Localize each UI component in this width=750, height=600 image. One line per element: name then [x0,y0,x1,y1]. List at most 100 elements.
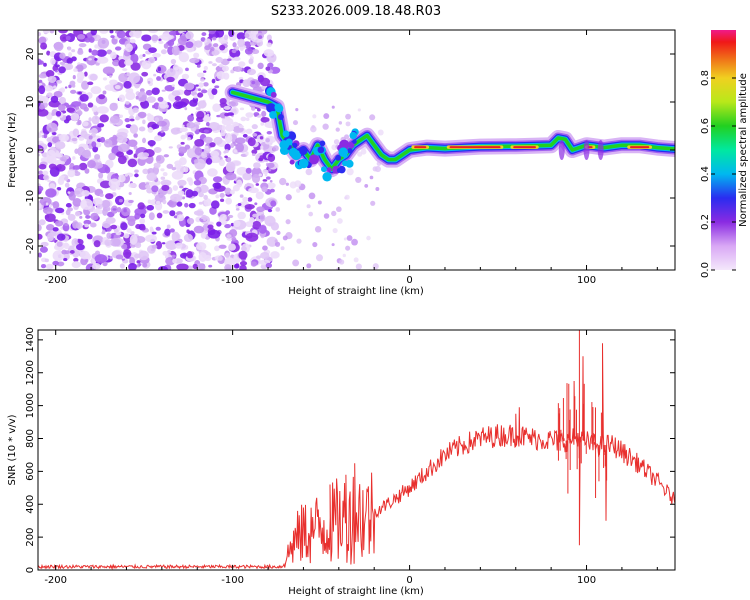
noise-blob [219,97,227,105]
noise-blob [109,255,113,260]
noise-blob [232,42,237,48]
noise-blob [208,221,214,226]
noise-blob [265,176,271,180]
noise-blob [56,233,66,241]
noise-blob [238,61,246,68]
noise-blob [110,224,118,230]
noise-blob [80,130,88,138]
noise-blob [168,30,177,36]
colorbar-tick-label: 0.0 [700,262,711,278]
noise-blob [93,240,101,248]
noise-blob [110,35,115,39]
noise-blob [176,201,183,207]
noise-blob [173,196,177,201]
noise-blob [54,207,65,214]
noise-blob [116,207,122,213]
snr-ytick-label: 600 [25,462,36,481]
noise-blob [194,40,203,48]
noise-blob [175,242,183,249]
noise-blob [344,194,350,200]
spectrogram-xlabel: Height of straight line (km) [288,286,424,297]
noise-blob [256,206,265,213]
noise-blob [198,192,204,198]
noise-blob [75,64,84,73]
noise-blob [176,214,185,222]
noise-blob [125,100,130,105]
noise-blob [42,170,49,176]
noise-blob [88,135,93,140]
noise-blob [226,234,232,239]
noise-blob [233,220,241,228]
noise-blob [52,201,60,209]
noise-blob [289,181,297,189]
noise-blob [70,113,80,122]
noise-blob [141,152,150,158]
noise-blob [108,178,121,189]
noise-blob [195,84,199,87]
noise-blob [38,95,44,100]
noise-blob [285,194,292,201]
trace-blob [347,141,355,149]
noise-blob [67,169,76,178]
noise-blob [215,194,220,199]
noise-blob [231,49,237,54]
noise-blob [234,258,240,262]
noise-blob [179,30,184,34]
noise-blob [196,64,201,68]
noise-blob [109,237,121,247]
colorbar-gradient [711,30,736,270]
noise-blob [252,213,259,218]
noise-blob [230,189,235,195]
noise-blob [71,261,81,269]
noise-blob [70,89,77,94]
noise-blob [65,35,71,41]
noise-blob [102,208,108,216]
noise-blob [220,198,225,203]
noise-blob [44,213,56,223]
noise-blob [178,146,188,154]
noise-blob [262,179,268,182]
noise-blob [317,200,322,205]
noise-blob [149,226,154,232]
noise-blob [215,56,224,63]
noise-blob [155,154,165,164]
snr-xtick-label: -100 [221,575,244,586]
noise-blob [59,33,69,42]
noise-blob [158,100,168,109]
noise-blob [66,63,74,70]
noise-blob [148,47,157,54]
noise-blob [96,106,109,114]
trace-blob [319,140,326,147]
noise-blob [45,69,55,78]
noise-blob [244,203,255,210]
noise-blob [106,49,113,55]
noise-blob [83,219,92,225]
noise-blob [84,168,90,174]
noise-blob [245,112,254,118]
noise-blob [257,62,264,70]
noise-blob [223,105,231,110]
noise-blob [242,196,249,202]
noise-blob [269,179,273,183]
noise-blob [127,139,138,148]
noise-blob [128,262,137,270]
noise-blob [174,95,182,102]
noise-blob [56,186,62,191]
noise-blob [195,107,201,111]
noise-blob [336,267,340,270]
trace-blob [299,146,308,156]
noise-blob [130,62,141,71]
noise-blob [165,257,176,266]
noise-blob [134,213,141,220]
noise-blob [106,232,112,239]
trace-blob [339,139,350,150]
noise-blob [66,107,76,113]
noise-blob [224,132,233,144]
noise-blob [137,111,147,119]
noise-blob [282,235,288,241]
noise-blob [375,187,380,191]
noise-blob [105,193,114,200]
noise-blob [38,170,43,175]
noise-blob [46,92,53,98]
noise-blob [64,223,69,226]
